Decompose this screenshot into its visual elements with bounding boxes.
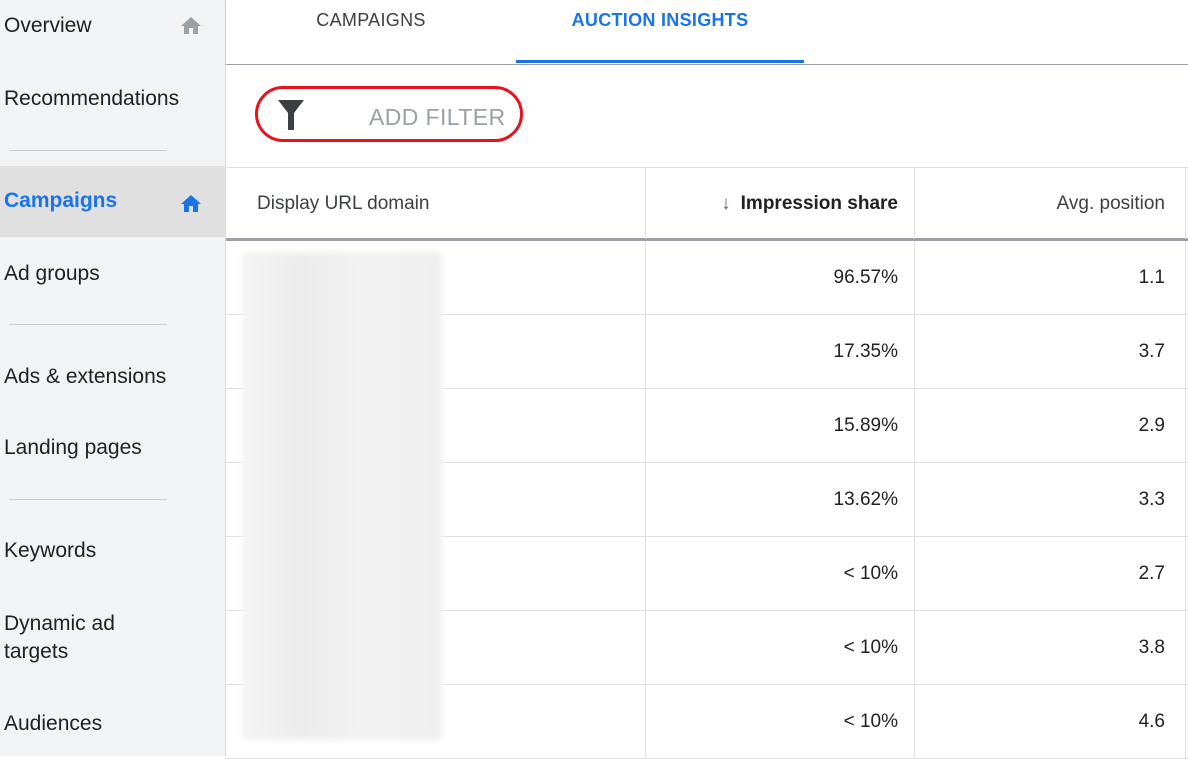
impression-share-cell: < 10% [646,685,915,758]
active-tab-indicator [516,60,804,63]
domain-cell [226,389,646,462]
sidebar-item-label: Keywords [4,539,97,562]
avg-position-cell: 3.3 [915,463,1186,536]
home-icon [181,195,201,212]
table-body: 96.57% 1.1 17.35% 3.7 15.89% 2.9 13.62% … [226,241,1188,759]
sidebar-item-label: Ads & extensions [4,365,167,388]
sidebar-item-ads-extensions[interactable]: Ads & extensions [0,363,225,391]
sidebar-item-overview[interactable]: Overview [0,12,225,40]
impression-share-cell: 15.89% [646,389,915,462]
sidebar-item-campaigns[interactable]: Campaigns [0,166,225,237]
impression-share-cell: < 10% [646,611,915,684]
impression-share-cell: 13.62% [646,463,915,536]
tab-campaigns[interactable]: CAMPAIGNS [226,0,516,63]
column-header-impression-share[interactable]: ↓ Impression share [646,168,915,239]
avg-position-cell: 3.8 [915,611,1186,684]
domain-cell [226,315,646,388]
table-header: Display URL domain ↓ Impression share Avg… [226,167,1188,241]
domain-cell [226,463,646,536]
avg-position-cell: 2.7 [915,537,1186,610]
impression-share-cell: 96.57% [646,241,915,314]
sidebar-item-label: Dynamic ad targets [4,612,115,663]
column-header-label: Impression share [740,193,898,214]
table-row: < 10% 2.7 [226,537,1188,611]
sidebar-item-label: Landing pages [4,436,142,459]
sidebar-item-label: Campaigns [4,189,118,212]
table-row: 96.57% 1.1 [226,241,1188,315]
sidebar-divider [9,324,167,325]
home-icon [181,17,201,34]
column-header-domain[interactable]: Display URL domain [226,168,646,239]
sidebar-item-recommendations[interactable]: Recommendations [0,85,225,113]
sidebar-item-label: Recommendations [4,87,180,110]
sidebar-item-landing-pages[interactable]: Landing pages [0,434,225,462]
sidebar-item-dynamic-ad-targets[interactable]: Dynamic ad targets [0,610,150,666]
table-row: 13.62% 3.3 [226,463,1188,537]
filter-highlight-circle [255,86,523,142]
tab-label: AUCTION INSIGHTS [571,10,749,30]
domain-cell [226,685,646,758]
sidebar-divider [9,499,167,500]
sidebar-item-ad-groups[interactable]: Ad groups [0,260,225,288]
sort-down-icon: ↓ [721,193,731,214]
avg-position-cell: 2.9 [915,389,1186,462]
sidebar-item-label: Audiences [4,712,103,735]
tab-bar: CAMPAIGNS AUCTION INSIGHTS [226,0,1188,65]
tab-label: CAMPAIGNS [316,10,426,30]
sidebar-item-keywords[interactable]: Keywords [0,537,225,565]
avg-position-cell: 4.6 [915,685,1186,758]
impression-share-cell: < 10% [646,537,915,610]
table-row: 15.89% 2.9 [226,389,1188,463]
avg-position-cell: 3.7 [915,315,1186,388]
filter-bar: ADD FILTER [226,65,1188,167]
filter-icon[interactable] [278,100,304,130]
avg-position-cell: 1.1 [915,241,1186,314]
sidebar-item-audiences[interactable]: Audiences [0,710,225,738]
auction-insights-table: Display URL domain ↓ Impression share Avg… [226,167,1188,759]
sidebar-divider [9,150,167,151]
redacted-domains [242,252,442,740]
domain-cell [226,241,646,314]
impression-share-cell: 17.35% [646,315,915,388]
domain-cell [226,537,646,610]
add-filter-button[interactable]: ADD FILTER [369,104,506,130]
sidebar-nav: Overview Recommendations Campaigns Ad gr… [0,0,226,756]
sidebar-item-label: Overview [4,14,92,37]
sidebar-item-label: Ad groups [4,262,100,285]
column-header-avg-position[interactable]: Avg. position [915,168,1186,239]
tab-auction-insights[interactable]: AUCTION INSIGHTS [516,0,804,63]
table-row: 17.35% 3.7 [226,315,1188,389]
domain-cell [226,611,646,684]
table-row: < 10% 3.8 [226,611,1188,685]
